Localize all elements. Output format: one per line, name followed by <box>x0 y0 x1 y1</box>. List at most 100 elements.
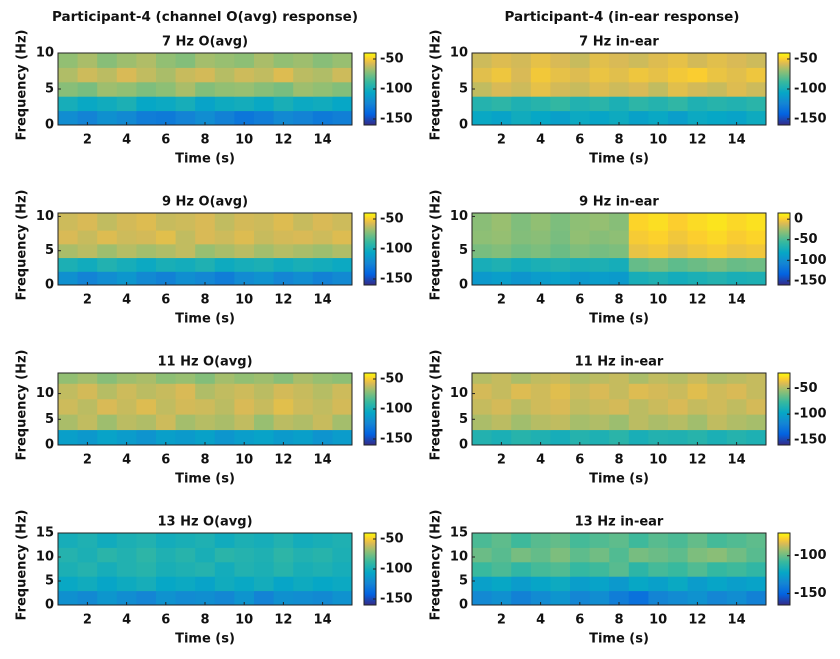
heat-cell <box>746 110 767 126</box>
heat-cell <box>214 53 235 68</box>
heat-cell <box>511 533 532 548</box>
heat-cell <box>136 533 157 548</box>
heat-cell <box>687 243 708 259</box>
heat-cell <box>491 213 512 231</box>
heat-cell <box>312 414 333 431</box>
heat-cell <box>234 271 255 286</box>
heat-cell <box>726 533 747 548</box>
heat-cell <box>530 271 551 286</box>
heat-cell <box>116 257 137 272</box>
heat-cell <box>609 271 630 286</box>
heat-cell <box>511 53 532 68</box>
heat-cell <box>116 576 137 592</box>
heat-cell <box>293 373 314 384</box>
heat-cell <box>175 590 196 606</box>
heat-cell <box>97 561 118 577</box>
heat-cell <box>746 213 767 231</box>
heat-cell <box>648 67 669 83</box>
heat-cell <box>628 561 649 577</box>
heat-cell <box>97 547 118 563</box>
heat-cell <box>234 81 255 97</box>
x-axis-label: Time (s) <box>589 312 649 327</box>
heat-cell <box>491 383 512 400</box>
y-tick-label: 10 <box>450 209 468 224</box>
heat-cell <box>312 213 333 231</box>
heat-cell <box>136 213 157 231</box>
heat-cell <box>175 533 196 548</box>
heat-cell <box>156 53 177 68</box>
heat-cell <box>746 547 767 563</box>
heat-cell <box>156 96 177 112</box>
colorbar-tick-label: -100 <box>380 562 413 577</box>
heat-cell <box>234 373 255 384</box>
heat-cell <box>58 414 79 431</box>
heat-cell <box>530 414 551 431</box>
heat-cell <box>491 547 512 563</box>
heat-cell <box>58 383 79 400</box>
heat-cell <box>589 230 610 245</box>
heat-cell <box>97 576 118 592</box>
y-tick-label: 15 <box>36 526 54 541</box>
y-tick-label: 10 <box>450 46 468 61</box>
heat-cell <box>58 243 79 259</box>
heat-cell <box>214 383 235 400</box>
heat-cell <box>273 67 294 83</box>
heat-cell <box>77 96 98 112</box>
x-tick-label: 14 <box>728 613 746 628</box>
heat-cell <box>511 230 532 245</box>
heat-cell <box>234 414 255 431</box>
heat-cell <box>550 110 571 126</box>
heat-cell <box>214 576 235 592</box>
heat-cell <box>707 81 728 97</box>
heat-cell <box>273 561 294 577</box>
heat-cell <box>156 243 177 259</box>
heat-cell <box>530 383 551 400</box>
heat-cell <box>628 53 649 68</box>
heat-cell <box>472 67 493 83</box>
heat-cell <box>491 271 512 286</box>
heat-cell <box>726 230 747 245</box>
subplot-title: 13 Hz in-ear <box>575 515 664 530</box>
colorbar-tick-label: -100 <box>380 82 413 97</box>
heat-cell <box>570 230 591 245</box>
heat-cell <box>491 230 512 245</box>
heat-cell <box>511 373 532 384</box>
y-axis-label: Frequency (Hz) <box>15 510 30 621</box>
heat-cell <box>97 53 118 68</box>
heat-cell <box>195 547 216 563</box>
heat-cell <box>511 81 532 97</box>
heat-cell <box>668 96 689 112</box>
heat-cell <box>58 373 79 384</box>
heat-cell <box>550 213 571 231</box>
heat-cell <box>116 414 137 431</box>
heat-cell <box>707 257 728 272</box>
heat-cell <box>530 561 551 577</box>
heat-cell <box>195 429 216 446</box>
heat-cell <box>254 67 275 83</box>
column-title: Participant-4 (in-ear response) <box>505 9 740 25</box>
heat-cell <box>254 383 275 400</box>
heat-cell <box>175 383 196 400</box>
heat-cell <box>312 243 333 259</box>
colorbar-tick-label: 0 <box>794 212 803 227</box>
heat-cell <box>195 243 216 259</box>
heat-cell <box>214 67 235 83</box>
y-tick-label: 5 <box>459 82 468 97</box>
heat-cell <box>746 53 767 68</box>
heat-cell <box>648 547 669 563</box>
heat-cell <box>332 398 353 415</box>
heat-cell <box>273 383 294 400</box>
heat-cell <box>491 243 512 259</box>
heat-cell <box>293 230 314 245</box>
x-tick-label: 6 <box>161 133 170 148</box>
colorbar-tick-label: -100 <box>794 253 827 268</box>
heat-cell <box>214 96 235 112</box>
heat-cell <box>332 429 353 446</box>
heat-cell <box>570 590 591 606</box>
heat-cell <box>628 414 649 431</box>
x-tick-label: 8 <box>200 293 209 308</box>
heat-cell <box>726 243 747 259</box>
heat-cell <box>254 533 275 548</box>
heat-cell <box>332 576 353 592</box>
heat-cell <box>97 110 118 126</box>
